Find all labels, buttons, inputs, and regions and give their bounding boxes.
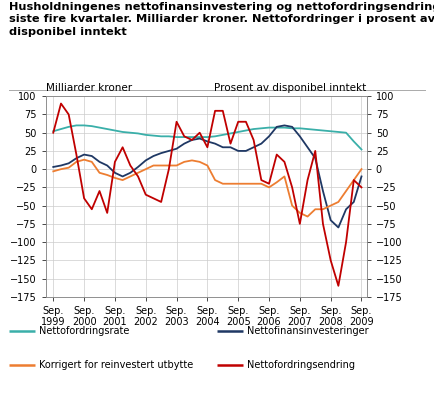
Text: Nettofinansinvesteringer: Nettofinansinvesteringer: [247, 326, 369, 336]
Text: Husholdningenes nettofinansinvestering og nettofordringsendring
siste fire kvart: Husholdningenes nettofinansinvestering o…: [9, 2, 434, 37]
Text: Korrigert for reinvestert utbytte: Korrigert for reinvestert utbytte: [39, 360, 193, 370]
Text: Milliarder kroner: Milliarder kroner: [46, 83, 132, 93]
Text: Nettofordringsendring: Nettofordringsendring: [247, 360, 355, 370]
Text: Prosent av disponibel inntekt: Prosent av disponibel inntekt: [214, 83, 367, 93]
Text: Nettofordringsrate: Nettofordringsrate: [39, 326, 129, 336]
